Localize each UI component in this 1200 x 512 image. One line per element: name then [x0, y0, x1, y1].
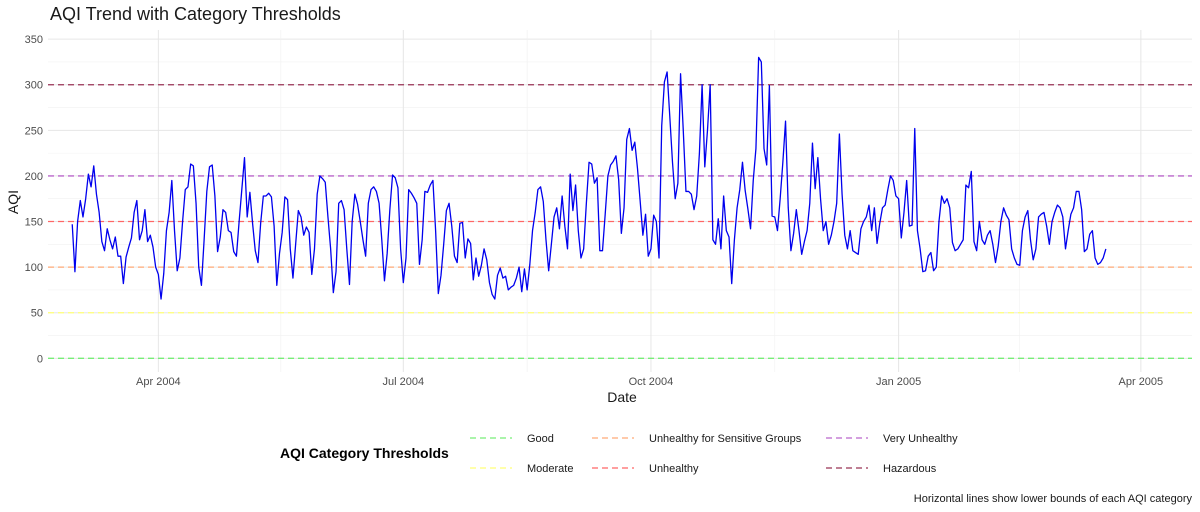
legend-label-unhealthy: Unhealthy [649, 463, 699, 475]
x-tick-label: Jul 2004 [383, 376, 425, 388]
threshold-lines [48, 84, 1192, 359]
aqi-series-line [71, 56, 1107, 300]
x-axis: Apr 2004 Jul 2004 Oct 2004 Jan 2005 Apr 2005 [136, 376, 1163, 388]
legend-title: AQI Category Thresholds [280, 445, 449, 461]
y-tick-label: 150 [25, 217, 43, 229]
y-tick-label: 0 [37, 353, 43, 365]
chart-title: AQI Trend with Category Thresholds [50, 4, 341, 24]
y-tick-label: 350 [25, 34, 43, 46]
y-tick-label: 300 [25, 80, 43, 92]
legend: AQI Category Thresholds Good Moderate Unhe… [280, 433, 958, 475]
x-tick-label: Oct 2004 [629, 376, 674, 388]
legend-label-moderate: Moderate [527, 463, 573, 475]
x-tick-label: Apr 2005 [1119, 376, 1164, 388]
y-tick-label: 200 [25, 171, 43, 183]
legend-label-good: Good [527, 433, 554, 445]
y-tick-label: 50 [31, 308, 43, 320]
x-axis-title: Date [607, 389, 637, 405]
legend-label-unhealthy-for-sensitive-groups: Unhealthy for Sensitive Groups [649, 433, 802, 445]
series-layer [71, 56, 1107, 300]
legend-label-very-unhealthy: Very Unhealthy [883, 433, 958, 445]
y-tick-label: 250 [25, 125, 43, 137]
x-tick-label: Jan 2005 [876, 376, 921, 388]
x-tick-label: Apr 2004 [136, 376, 181, 388]
y-axis-title: AQI [5, 190, 21, 214]
y-axis: 0 50 100 150 200 250 300 350 [25, 34, 43, 365]
chart-caption: Horizontal lines show lower bounds of ea… [914, 493, 1193, 505]
legend-label-hazardous: Hazardous [883, 463, 937, 475]
y-tick-label: 100 [25, 262, 43, 274]
